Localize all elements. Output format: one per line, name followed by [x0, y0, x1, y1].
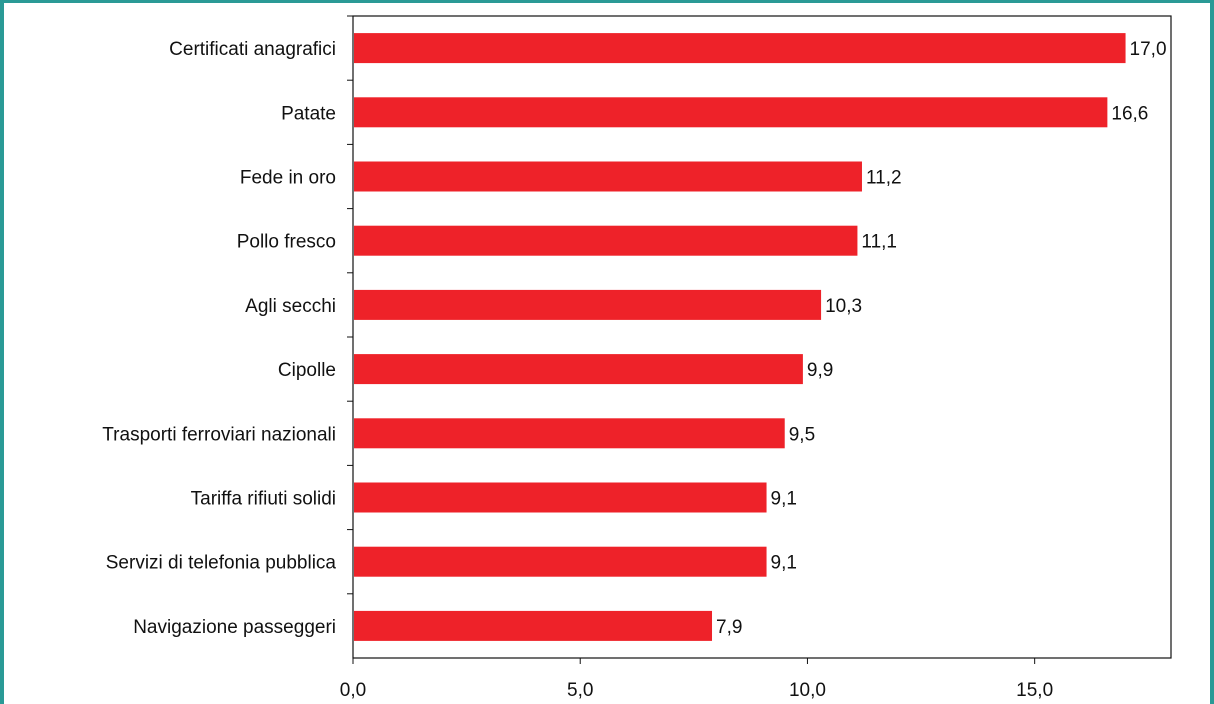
value-labels: 17,0 16,6 11,2 11,1 10,3 9,9 9,5 9,1 9,1 7,9 — [716, 39, 1167, 638]
category-label: Certificati anagrafici — [169, 39, 336, 60]
x-tick-label: 0,0 — [340, 680, 366, 701]
value-label: 10,3 — [825, 296, 862, 317]
value-label: 9,1 — [771, 489, 797, 510]
value-label: 17,0 — [1130, 39, 1167, 60]
x-tick-label: 10,0 — [789, 680, 826, 701]
category-label: Fede in oro — [240, 168, 336, 189]
category-label: Patate — [281, 103, 336, 124]
bar — [354, 161, 862, 192]
bar — [354, 225, 858, 256]
value-label: 9,5 — [789, 424, 815, 445]
category-label: Navigazione passeggeri — [133, 617, 336, 638]
x-axis: 0,0 5,0 10,0 15,0 — [340, 658, 1053, 701]
bar — [354, 289, 822, 320]
value-label: 7,9 — [716, 617, 742, 638]
bar — [354, 610, 713, 641]
category-label: Tariffa rifiuti solidi — [191, 489, 336, 510]
x-tick-label: 15,0 — [1016, 680, 1053, 701]
category-labels: Certificati anagrafici Patate Fede in oro P… — [102, 15, 353, 638]
x-tick-label: 5,0 — [567, 680, 593, 701]
category-label: Pollo fresco — [237, 232, 336, 253]
value-label: 11,1 — [861, 232, 897, 253]
bars — [354, 33, 1126, 641]
category-label: Trasporti ferroviari nazionali — [102, 424, 336, 445]
bar — [354, 97, 1108, 128]
category-label: Servizi di telefonia pubblica — [106, 553, 337, 574]
bar — [354, 354, 803, 385]
value-label: 9,1 — [771, 553, 797, 574]
category-label: Agli secchi — [245, 296, 336, 317]
value-label: 16,6 — [1111, 103, 1148, 124]
bar — [354, 418, 785, 449]
value-label: 9,9 — [807, 360, 833, 381]
bar — [354, 546, 767, 577]
bar — [354, 33, 1126, 64]
category-label: Cipolle — [278, 360, 336, 381]
bar — [354, 482, 767, 513]
value-label: 11,2 — [866, 168, 902, 189]
